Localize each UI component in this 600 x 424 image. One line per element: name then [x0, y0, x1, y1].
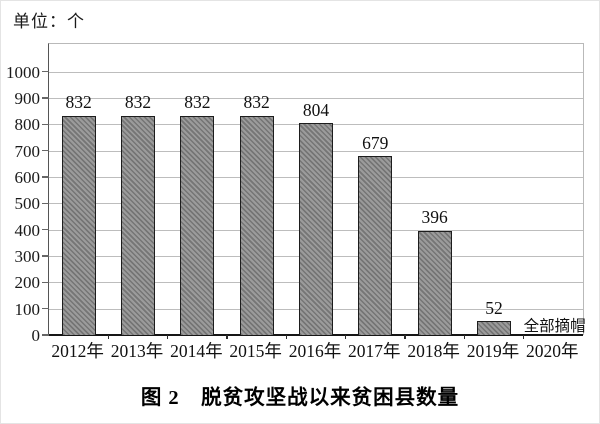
bar-2016年 — [298, 123, 333, 335]
y-tick-label: 800 — [14, 115, 41, 135]
bar-2013年 — [120, 115, 155, 335]
bar-value-label: 832 — [65, 92, 92, 113]
category-slot-2019年: 52 — [464, 44, 523, 335]
category-slot-2015年: 832 — [227, 44, 286, 335]
bar-2017年 — [358, 156, 393, 335]
bar-2014年 — [180, 115, 215, 335]
y-tick-label: 700 — [14, 141, 41, 161]
x-boundary-tick — [344, 335, 347, 339]
y-tick-label: 1000 — [6, 62, 40, 82]
x-tick-label-2016年: 2016年 — [288, 341, 342, 361]
x-boundary-tick — [226, 335, 228, 339]
bar-value-label: 832 — [184, 92, 211, 113]
y-tick-label: 500 — [14, 194, 41, 214]
y-tickmark — [42, 149, 49, 152]
bar-2019年 — [476, 321, 511, 335]
bar-2012年 — [61, 115, 96, 335]
category-slot-2020年: 全部摘帽 — [523, 44, 586, 335]
chart-plot-area: 0 100 200 300 400 500 600 700 800 900 1000 832 832 83… — [6, 43, 586, 344]
y-tickmark — [42, 334, 49, 336]
x-tick-label-2019年: 2019年 — [466, 341, 520, 361]
x-tick-label-2020年: 2020年 — [526, 341, 579, 361]
y-tick-label: 100 — [14, 299, 41, 319]
category-slot-2016年: 804 — [286, 44, 345, 335]
x-tick-label-2017年: 2017年 — [348, 341, 401, 361]
y-tickmark — [42, 228, 49, 231]
bar-value-label: 52 — [485, 297, 503, 318]
x-tick-label-2012年: 2012年 — [51, 341, 104, 361]
category-slot-2013年: 832 — [108, 44, 167, 335]
y-tickmark — [42, 307, 49, 310]
y-tickmark — [42, 70, 49, 73]
y-tickmark — [42, 97, 49, 99]
y-tickmark — [42, 176, 49, 178]
y-gridline — [49, 71, 583, 73]
y-tick-label: 600 — [14, 167, 41, 187]
x-boundary-tick — [285, 335, 288, 339]
bar-2018年 — [417, 230, 452, 335]
category-slot-2018年: 396 — [405, 44, 464, 335]
x-boundary-tick — [522, 335, 525, 339]
bar-value-label: 832 — [124, 92, 152, 113]
y-gridline — [49, 97, 583, 99]
x-tick-label-2013年: 2013年 — [110, 341, 164, 361]
bars-container: 832 832 832 832 804 679 396 52 全部摘帽 — [49, 44, 586, 335]
x-boundary-tick — [166, 335, 169, 339]
x-boundary-tick — [107, 335, 110, 339]
y-tick-label: 900 — [14, 88, 41, 108]
bar-value-label: 396 — [421, 207, 448, 228]
y-tickmark — [42, 281, 49, 284]
category-slot-2017年: 679 — [346, 44, 405, 335]
unit-label: 单位：个 — [13, 12, 85, 31]
annotation-label: 全部摘帽 — [523, 317, 586, 335]
bar-2015年 — [239, 115, 274, 335]
y-tick-label: 200 — [14, 273, 41, 293]
y-tickmark — [42, 255, 49, 257]
category-slot-2014年: 832 — [168, 44, 227, 335]
y-tickmark — [42, 202, 49, 205]
y-tick-label: 0 — [31, 326, 41, 345]
y-tick-label: 400 — [14, 220, 41, 240]
x-axis-labels: 2012年 2013年 2014年 2015年 2016年 2017年 2018年 2019年… — [48, 339, 582, 364]
y-tickmark — [42, 123, 49, 126]
bar-value-label: 679 — [362, 132, 389, 153]
bar-value-label: 832 — [243, 92, 270, 113]
x-tick-label-2014年: 2014年 — [170, 341, 223, 361]
x-boundary-tick — [404, 335, 406, 339]
category-slot-2012年: 832 — [49, 44, 108, 335]
figure-caption: 图 2 脱贫攻坚战以来贫困县数量 — [140, 387, 460, 409]
x-tick-label-2015年: 2015年 — [229, 341, 282, 361]
x-boundary-tick — [463, 335, 466, 339]
y-tick-label: 300 — [14, 246, 41, 266]
x-tick-label-2018年: 2018年 — [407, 341, 460, 361]
bar-value-label: 804 — [302, 99, 330, 120]
